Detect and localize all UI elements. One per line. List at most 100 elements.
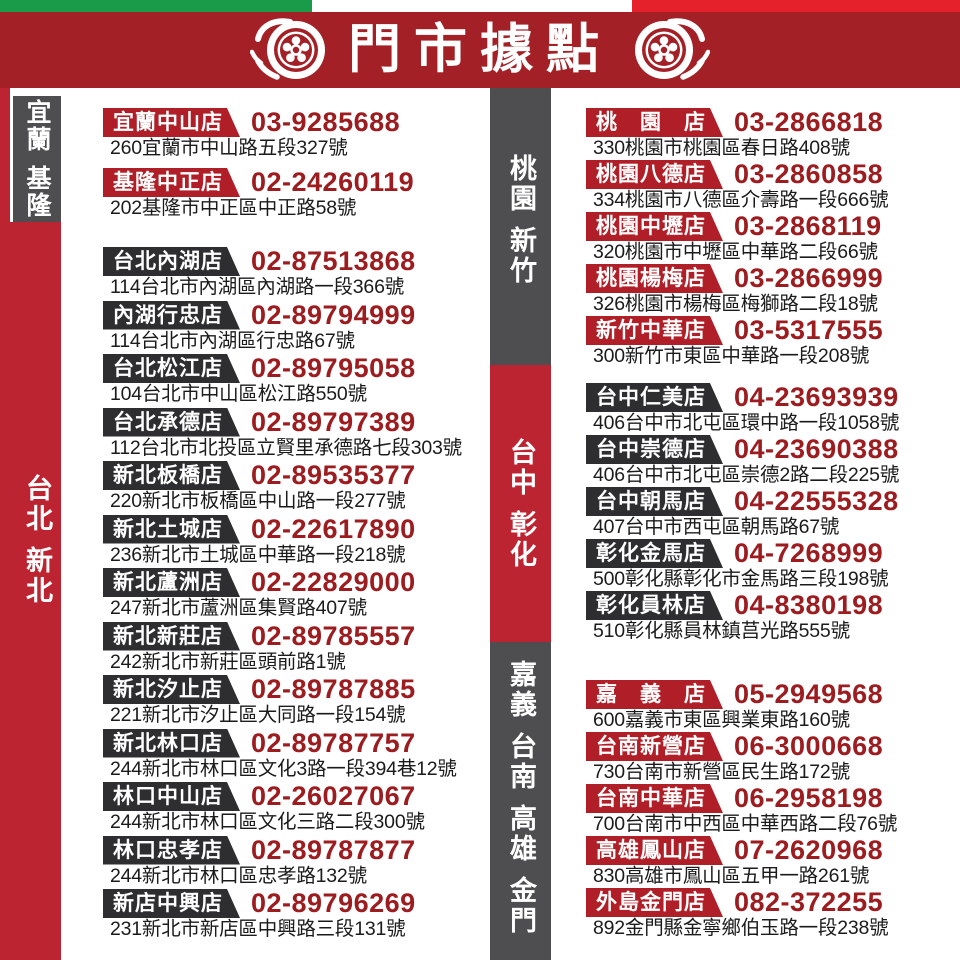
region-word: 新竹 bbox=[506, 226, 536, 286]
store-entry-row: 彰化金馬店 04-7268999 bbox=[586, 538, 958, 568]
store-name-badge: 台中崇德店 bbox=[586, 435, 723, 464]
store-name-badge: 基隆中正店 bbox=[103, 168, 240, 197]
store-phone: 04-22555328 bbox=[734, 486, 899, 516]
left-sidebar-gray-segment bbox=[13, 96, 61, 222]
store-entry-row: 新店中興店 02-89796269 bbox=[103, 888, 485, 918]
store-address: 406台中市北屯區環中路一段1058號 bbox=[593, 412, 900, 434]
store-address: 334桃園市八德區介壽路一段666號 bbox=[593, 189, 889, 211]
store-address: 231新北市新店區中興路三段131號 bbox=[110, 918, 406, 940]
store-name-badge: 彰化金馬店 bbox=[586, 539, 723, 568]
tire-wheel-icon bbox=[635, 18, 710, 80]
store-entry: 嘉 義 店 05-2949568 600嘉義市東區興業東路160號 bbox=[586, 679, 958, 731]
store-entry-row: 桃 園 店 03-2866818 bbox=[586, 107, 958, 137]
store-phone: 02-89787877 bbox=[251, 834, 416, 865]
store-address: 112台北市北投區立賢里承德路七段303號 bbox=[110, 436, 462, 459]
store-entry-row: 外島金門店 082-372255 bbox=[586, 887, 958, 917]
store-entry: 新店中興店 02-89796269 231新北市新店區中興路三段131號 bbox=[103, 888, 485, 940]
store-entry-row: 新北土城店 02-22617890 bbox=[103, 514, 485, 544]
store-region-group: 宜蘭中山店 03-9285688 260宜蘭市中山路五段327號 基隆中正店 02-24… bbox=[103, 107, 485, 219]
store-name-badge: 新北林口店 bbox=[103, 729, 240, 758]
store-name-badge: 新北新莊店 bbox=[103, 622, 240, 651]
region-word: 彰化 bbox=[506, 509, 536, 570]
store-entry: 高雄鳳山店 07-2620968 830高雄市鳳山區五甲一路261號 bbox=[586, 835, 958, 887]
store-name-badge: 新竹中華店 bbox=[586, 316, 723, 345]
store-region-group: 台中仁美店 04-23693939 406台中市北屯區環中路一段1058號 台中崇德店… bbox=[586, 382, 958, 642]
store-entry: 桃園八德店 03-2860858 334桃園市八德區介壽路一段666號 bbox=[586, 159, 958, 211]
store-entry: 台中朝馬店 04-22555328 407台中市西屯區朝馬路67號 bbox=[586, 486, 958, 538]
store-phone: 02-22829000 bbox=[251, 567, 416, 597]
store-entry: 台南中華店 06-2958198 700台南市中西區中華西路二段76號 bbox=[586, 783, 958, 835]
store-entry-row: 內湖行忠店 02-89794999 bbox=[103, 300, 485, 330]
store-entry-row: 新北蘆洲店 02-22829000 bbox=[103, 567, 485, 597]
left-sidebar-red-segment bbox=[0, 222, 61, 960]
store-phone: 03-9285688 bbox=[251, 107, 401, 137]
store-entry-row: 新北新莊店 02-89785557 bbox=[103, 620, 485, 651]
store-address: 202基隆市中正區中正路58號 bbox=[110, 197, 357, 219]
store-phone: 04-7268999 bbox=[734, 538, 884, 568]
left-edge-red-strip bbox=[0, 88, 10, 222]
region-word: 金門 bbox=[506, 876, 536, 936]
store-phone: 02-89787885 bbox=[251, 674, 416, 704]
store-entry: 林口中山店 02-26027067 244新北市林口區文化三路二段300號 bbox=[103, 781, 485, 833]
store-address: 221新北市汐止區大同路一段154號 bbox=[110, 704, 406, 726]
store-phone: 02-87513868 bbox=[251, 246, 416, 276]
store-entry: 新北林口店 02-89787757 244新北市林口區文化3路一段394巷12號 bbox=[103, 728, 485, 780]
store-entry: 新北板橋店 02-89535377 220新北市板橋區中山路一段277號 bbox=[103, 460, 485, 512]
store-name-badge: 嘉 義 店 bbox=[586, 680, 723, 709]
store-entry: 內湖行忠店 02-89794999 114台北市內湖區行忠路67號 bbox=[103, 300, 485, 352]
region-word: 嘉義 bbox=[506, 660, 536, 720]
store-entry-row: 台北松江店 02-89795058 bbox=[103, 353, 485, 383]
store-phone: 06-2958198 bbox=[734, 783, 884, 813]
store-entry: 新北土城店 02-22617890 236新北市土城區中華路一段218號 bbox=[103, 514, 485, 566]
store-phone: 04-23693939 bbox=[734, 382, 899, 412]
region-label-taoyuan-hsinchu: 桃園新竹 bbox=[490, 95, 551, 345]
store-entry-row: 嘉 義 店 05-2949568 bbox=[586, 679, 958, 709]
flag-red-segment bbox=[632, 0, 960, 12]
region-word: 桃園 bbox=[506, 154, 536, 214]
store-name-badge: 宜蘭中山店 bbox=[103, 108, 240, 137]
store-entry: 台北承德店 02-89797389 112台北市北投區立賢里承德路七段303號 bbox=[103, 407, 485, 459]
store-entry: 桃 園 店 03-2866818 330桃園市桃園區春日路408號 bbox=[586, 107, 958, 159]
store-address: 326桃園市楊梅區梅獅路二段18號 bbox=[593, 293, 878, 315]
store-address: 242新北市新莊區頭前路1號 bbox=[110, 650, 346, 673]
store-address: 114台北市內湖區行忠路67號 bbox=[110, 329, 355, 352]
region-label-chiayi-tainan-kaohsiung-kinmen: 嘉義台南高雄金門 bbox=[490, 648, 551, 948]
store-region-group: 嘉 義 店 05-2949568 600嘉義市東區興業東路160號 台南新營店 06-3… bbox=[586, 679, 958, 939]
flag-white-segment bbox=[312, 0, 632, 12]
store-phone: 02-89785557 bbox=[251, 620, 416, 651]
store-entry-row: 桃園楊梅店 03-2866999 bbox=[586, 263, 958, 293]
store-name-badge: 桃園楊梅店 bbox=[586, 264, 723, 293]
region-word: 宜蘭 bbox=[23, 99, 51, 153]
store-entry: 外島金門店 082-372255 892金門縣金寧鄉伯玉路一段238號 bbox=[586, 887, 958, 939]
header-banner: 門市據點 bbox=[0, 12, 960, 88]
store-phone: 05-2949568 bbox=[734, 679, 884, 709]
store-address: 600嘉義市東區興業東路160號 bbox=[593, 709, 850, 731]
store-entry: 台北內湖店 02-87513868 114台北市內湖區內湖路一段366號 bbox=[103, 246, 485, 298]
store-entry: 桃園楊梅店 03-2866999 326桃園市楊梅區梅獅路二段18號 bbox=[586, 263, 958, 315]
middle-divider-gray-bottom bbox=[490, 642, 551, 960]
store-address: 300新竹市東區中華路一段208號 bbox=[593, 345, 870, 367]
store-name-badge: 新店中興店 bbox=[103, 889, 240, 918]
store-list-left-column: 宜蘭中山店 03-9285688 260宜蘭市中山路五段327號 基隆中正店 02-24… bbox=[103, 107, 485, 943]
store-entry-row: 新竹中華店 03-5317555 bbox=[586, 315, 958, 345]
store-entry-row: 林口中山店 02-26027067 bbox=[103, 781, 485, 811]
store-entry-row: 桃園中壢店 03-2868119 bbox=[586, 211, 958, 241]
store-entry-row: 高雄鳳山店 07-2620968 bbox=[586, 835, 958, 865]
store-address: 114台北市內湖區內湖路一段366號 bbox=[110, 276, 405, 298]
store-region-group: 台北內湖店 02-87513868 114台北市內湖區內湖路一段366號 內湖行忠店 0… bbox=[103, 246, 485, 940]
store-address: 244新北市林口區文化3路一段394巷12號 bbox=[110, 757, 457, 780]
store-name-badge: 台中仁美店 bbox=[586, 383, 723, 412]
store-name-badge: 台中朝馬店 bbox=[586, 487, 723, 516]
store-address: 406台中市北屯區崇德2路二段225號 bbox=[593, 464, 900, 486]
store-name-badge: 內湖行忠店 bbox=[103, 301, 240, 330]
middle-divider-gray-top bbox=[490, 88, 551, 365]
store-entry-row: 彰化員林店 04-8380198 bbox=[586, 590, 958, 620]
store-address: 104台北市中山區松江路550號 bbox=[110, 383, 367, 405]
store-address: 830高雄市鳳山區五甲一路261號 bbox=[593, 865, 870, 887]
region-word: 基隆 bbox=[23, 165, 51, 219]
store-entry-row: 台中崇德店 04-23690388 bbox=[586, 434, 958, 464]
store-phone: 03-5317555 bbox=[734, 315, 884, 345]
store-entry-row: 宜蘭中山店 03-9285688 bbox=[103, 107, 485, 137]
store-entry-row: 台南新營店 06-3000668 bbox=[586, 731, 958, 761]
store-name-badge: 新北汐止店 bbox=[103, 675, 240, 704]
